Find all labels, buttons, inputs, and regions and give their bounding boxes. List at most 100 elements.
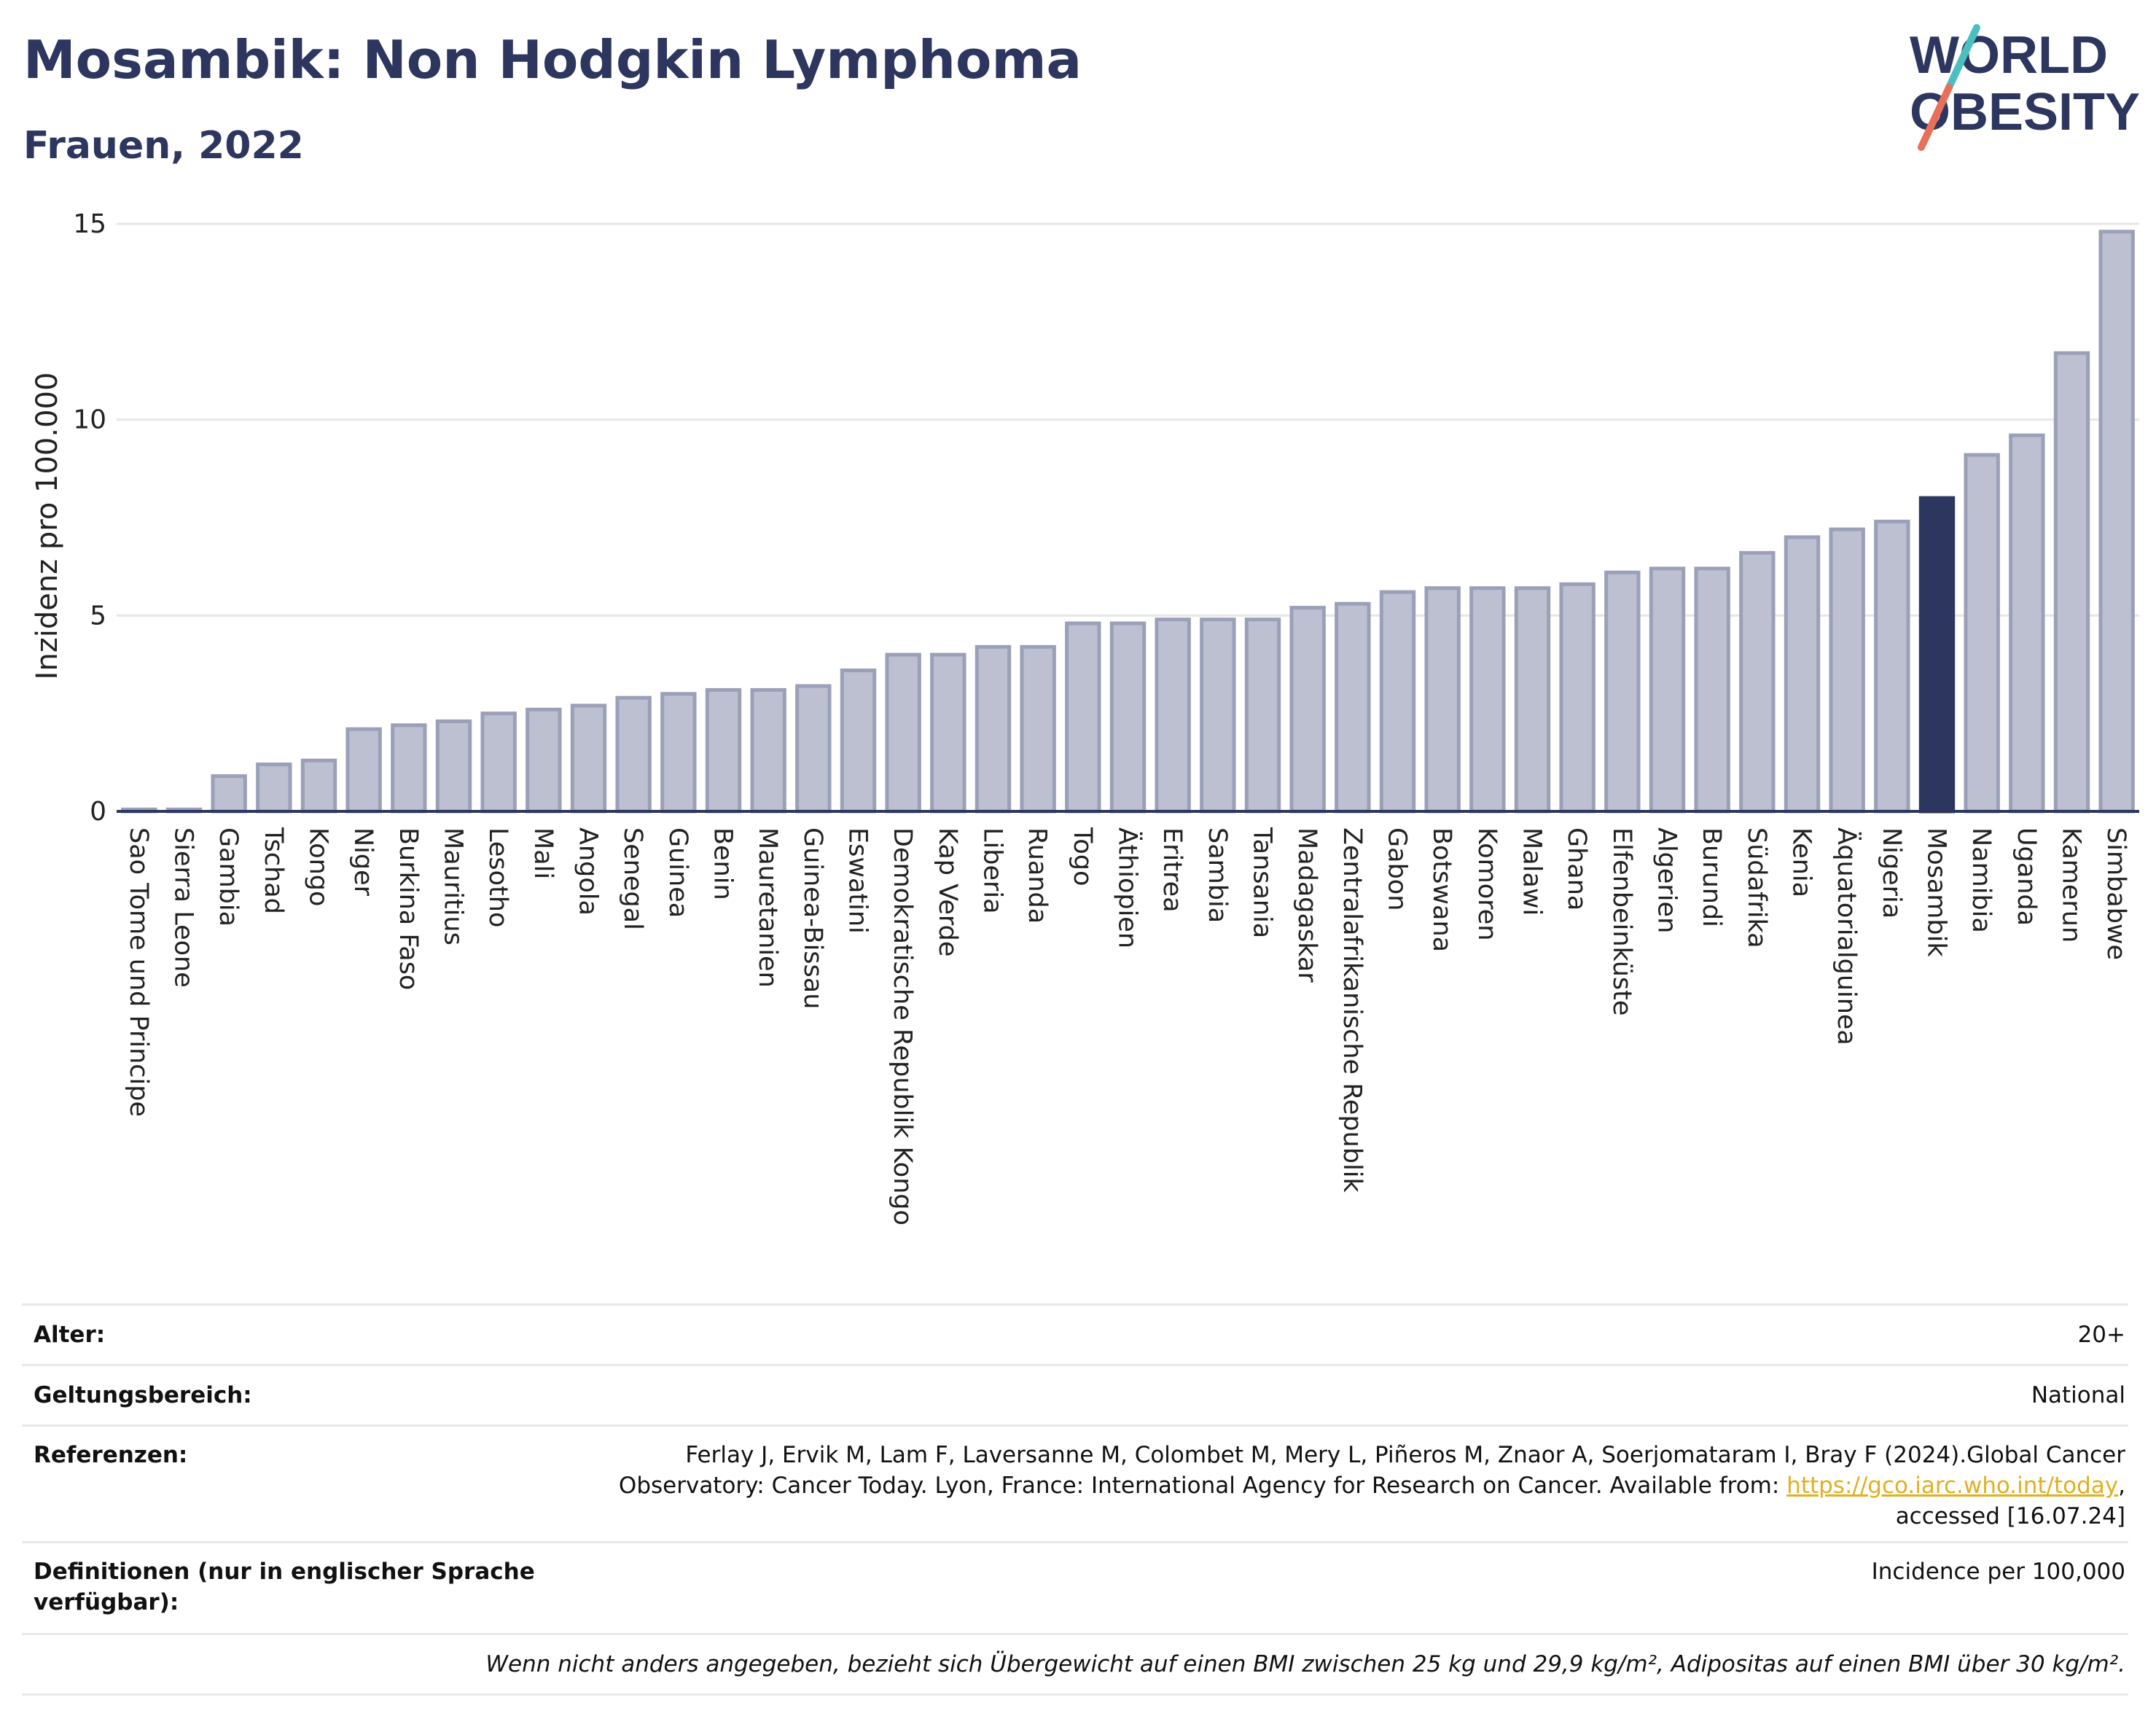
x-tick-label: Elfenbeinküste [1607, 827, 1636, 1015]
x-tick-label: Uganda [2012, 827, 2041, 926]
x-tick-label: Nigeria [1877, 827, 1906, 919]
bar [930, 652, 966, 814]
bar [345, 727, 382, 814]
bar [1289, 606, 1326, 814]
logo-line1: WORLD [1910, 26, 2108, 85]
bar [1155, 617, 1191, 814]
definitions-label: Definitionen (nur in englischer Sprache … [34, 1559, 535, 1615]
bar [1829, 527, 1865, 814]
references-value: Ferlay J, Ervik M, Lam F, Laversanne M, … [558, 1440, 2128, 1532]
x-tick-label: Kap Verde [933, 827, 962, 956]
x-tick-label: Mauretanien [753, 827, 782, 988]
bar [1964, 453, 2000, 814]
bar [975, 644, 1012, 814]
x-tick-label: Senegal [618, 827, 647, 930]
bar [840, 668, 877, 814]
x-tick-label: Burundi [1697, 827, 1726, 927]
bar [705, 687, 742, 814]
info-row-scope: Geltungsbereich: National [22, 1364, 2128, 1424]
x-tick-label: Sierra Leone [169, 827, 198, 988]
age-value: 20+ [2077, 1322, 2125, 1348]
scope-value: National [2031, 1382, 2125, 1408]
bar [1020, 644, 1056, 814]
bar [1874, 519, 1910, 814]
bar [1335, 601, 1371, 814]
x-tick-label: Eswatini [843, 827, 872, 934]
x-tick-label: Äthiopien [1113, 827, 1144, 948]
info-row-note: Wenn nicht anders angegeben, bezieht sic… [22, 1633, 2128, 1696]
info-table: Alter: 20+ Geltungsbereich: National Ref… [22, 1303, 2128, 1696]
info-row-age: Alter: 20+ [22, 1303, 2128, 1364]
x-tick-label: Malawi [1518, 827, 1547, 916]
bar [2009, 433, 2045, 814]
bar [256, 763, 292, 814]
y-tick-label: 15 [73, 209, 106, 239]
x-tick-label: Ruanda [1023, 827, 1052, 924]
bar [211, 774, 247, 814]
bar [750, 687, 786, 814]
x-tick-label: Zentralafrikanische Republik [1337, 827, 1367, 1193]
bar [435, 719, 472, 814]
x-tick-label: Südafrika [1742, 827, 1771, 948]
references-label: Referenzen: [34, 1442, 188, 1468]
bar [660, 692, 697, 814]
definitions-value: Incidence per 100,000 [1871, 1559, 2125, 1585]
bar [1109, 621, 1147, 814]
references-link[interactable]: https://gco.iarc.who.int/today [1786, 1473, 2119, 1499]
x-tick-label: Botswana [1427, 827, 1456, 952]
x-tick-label: Gabon [1383, 827, 1412, 911]
scope-label: Geltungsbereich: [34, 1382, 252, 1408]
x-tick-label: Madagaskar [1292, 827, 1321, 983]
page-subtitle: Frauen, 2022 [23, 124, 304, 168]
x-tick-label: Komoren [1472, 827, 1501, 940]
x-tick-label: Lesotho [483, 827, 512, 927]
x-tick-label: Togo [1068, 827, 1097, 886]
x-tick-label: Algerien [1652, 827, 1682, 933]
bar [1784, 535, 1821, 814]
bar [480, 711, 517, 814]
x-tick-label: Angola [574, 827, 603, 916]
references-text-2: , accessed [16.07.24] [1895, 1473, 2125, 1529]
bar [1200, 617, 1236, 814]
x-tick-label: Liberia [978, 827, 1007, 914]
bar [570, 703, 607, 814]
bar [1918, 496, 1956, 814]
y-tick-label: 10 [73, 405, 106, 435]
x-tick-label: Demokratische Republik Kongo [888, 827, 917, 1225]
y-tick-label: 0 [90, 797, 106, 827]
bar [391, 723, 427, 814]
x-tick-label: Burkina Faso [394, 827, 423, 990]
bar [526, 707, 562, 814]
x-tick-label: Simbabwe [2101, 827, 2130, 960]
world-obesity-logo: WORLD OBESITY [1910, 24, 2140, 151]
bar [1649, 566, 1686, 814]
bar [300, 758, 337, 814]
bar [1559, 582, 1595, 814]
bar [1244, 617, 1281, 814]
x-tick-label: Äquatorialguinea [1832, 827, 1862, 1045]
bar [615, 695, 652, 814]
bar [2098, 230, 2135, 814]
bar [1604, 570, 1641, 814]
bar [1424, 586, 1461, 814]
page-title: Mosambik: Non Hodgkin Lymphoma [23, 29, 1082, 90]
x-tick-label: Eritrea [1157, 827, 1187, 913]
bar [2053, 351, 2090, 814]
bar [1694, 566, 1730, 814]
x-tick-label: Tschad [259, 827, 288, 914]
info-row-references: Referenzen: Ferlay J, Ervik M, Lam F, La… [22, 1424, 2128, 1541]
x-tick-label: Benin [708, 827, 738, 900]
x-tick-label: Namibia [1966, 827, 1996, 933]
bar [1379, 590, 1416, 814]
x-tick-label: Mauritius [439, 827, 468, 946]
footnote: Wenn nicht anders angegeben, bezieht sic… [485, 1651, 2125, 1677]
x-tick-label: Guinea-Bissau [798, 827, 827, 1009]
bar [1469, 586, 1506, 814]
x-tick-label: Kongo [304, 827, 333, 906]
bar [1514, 586, 1551, 814]
y-axis-label: Inzidenz pro 100.000 [31, 373, 64, 680]
x-tick-label: Kamerun [2057, 827, 2086, 943]
bar [795, 684, 832, 814]
x-tick-label: Ghana [1562, 827, 1591, 911]
x-tick-label: Sao Tome und Principe [124, 827, 153, 1117]
